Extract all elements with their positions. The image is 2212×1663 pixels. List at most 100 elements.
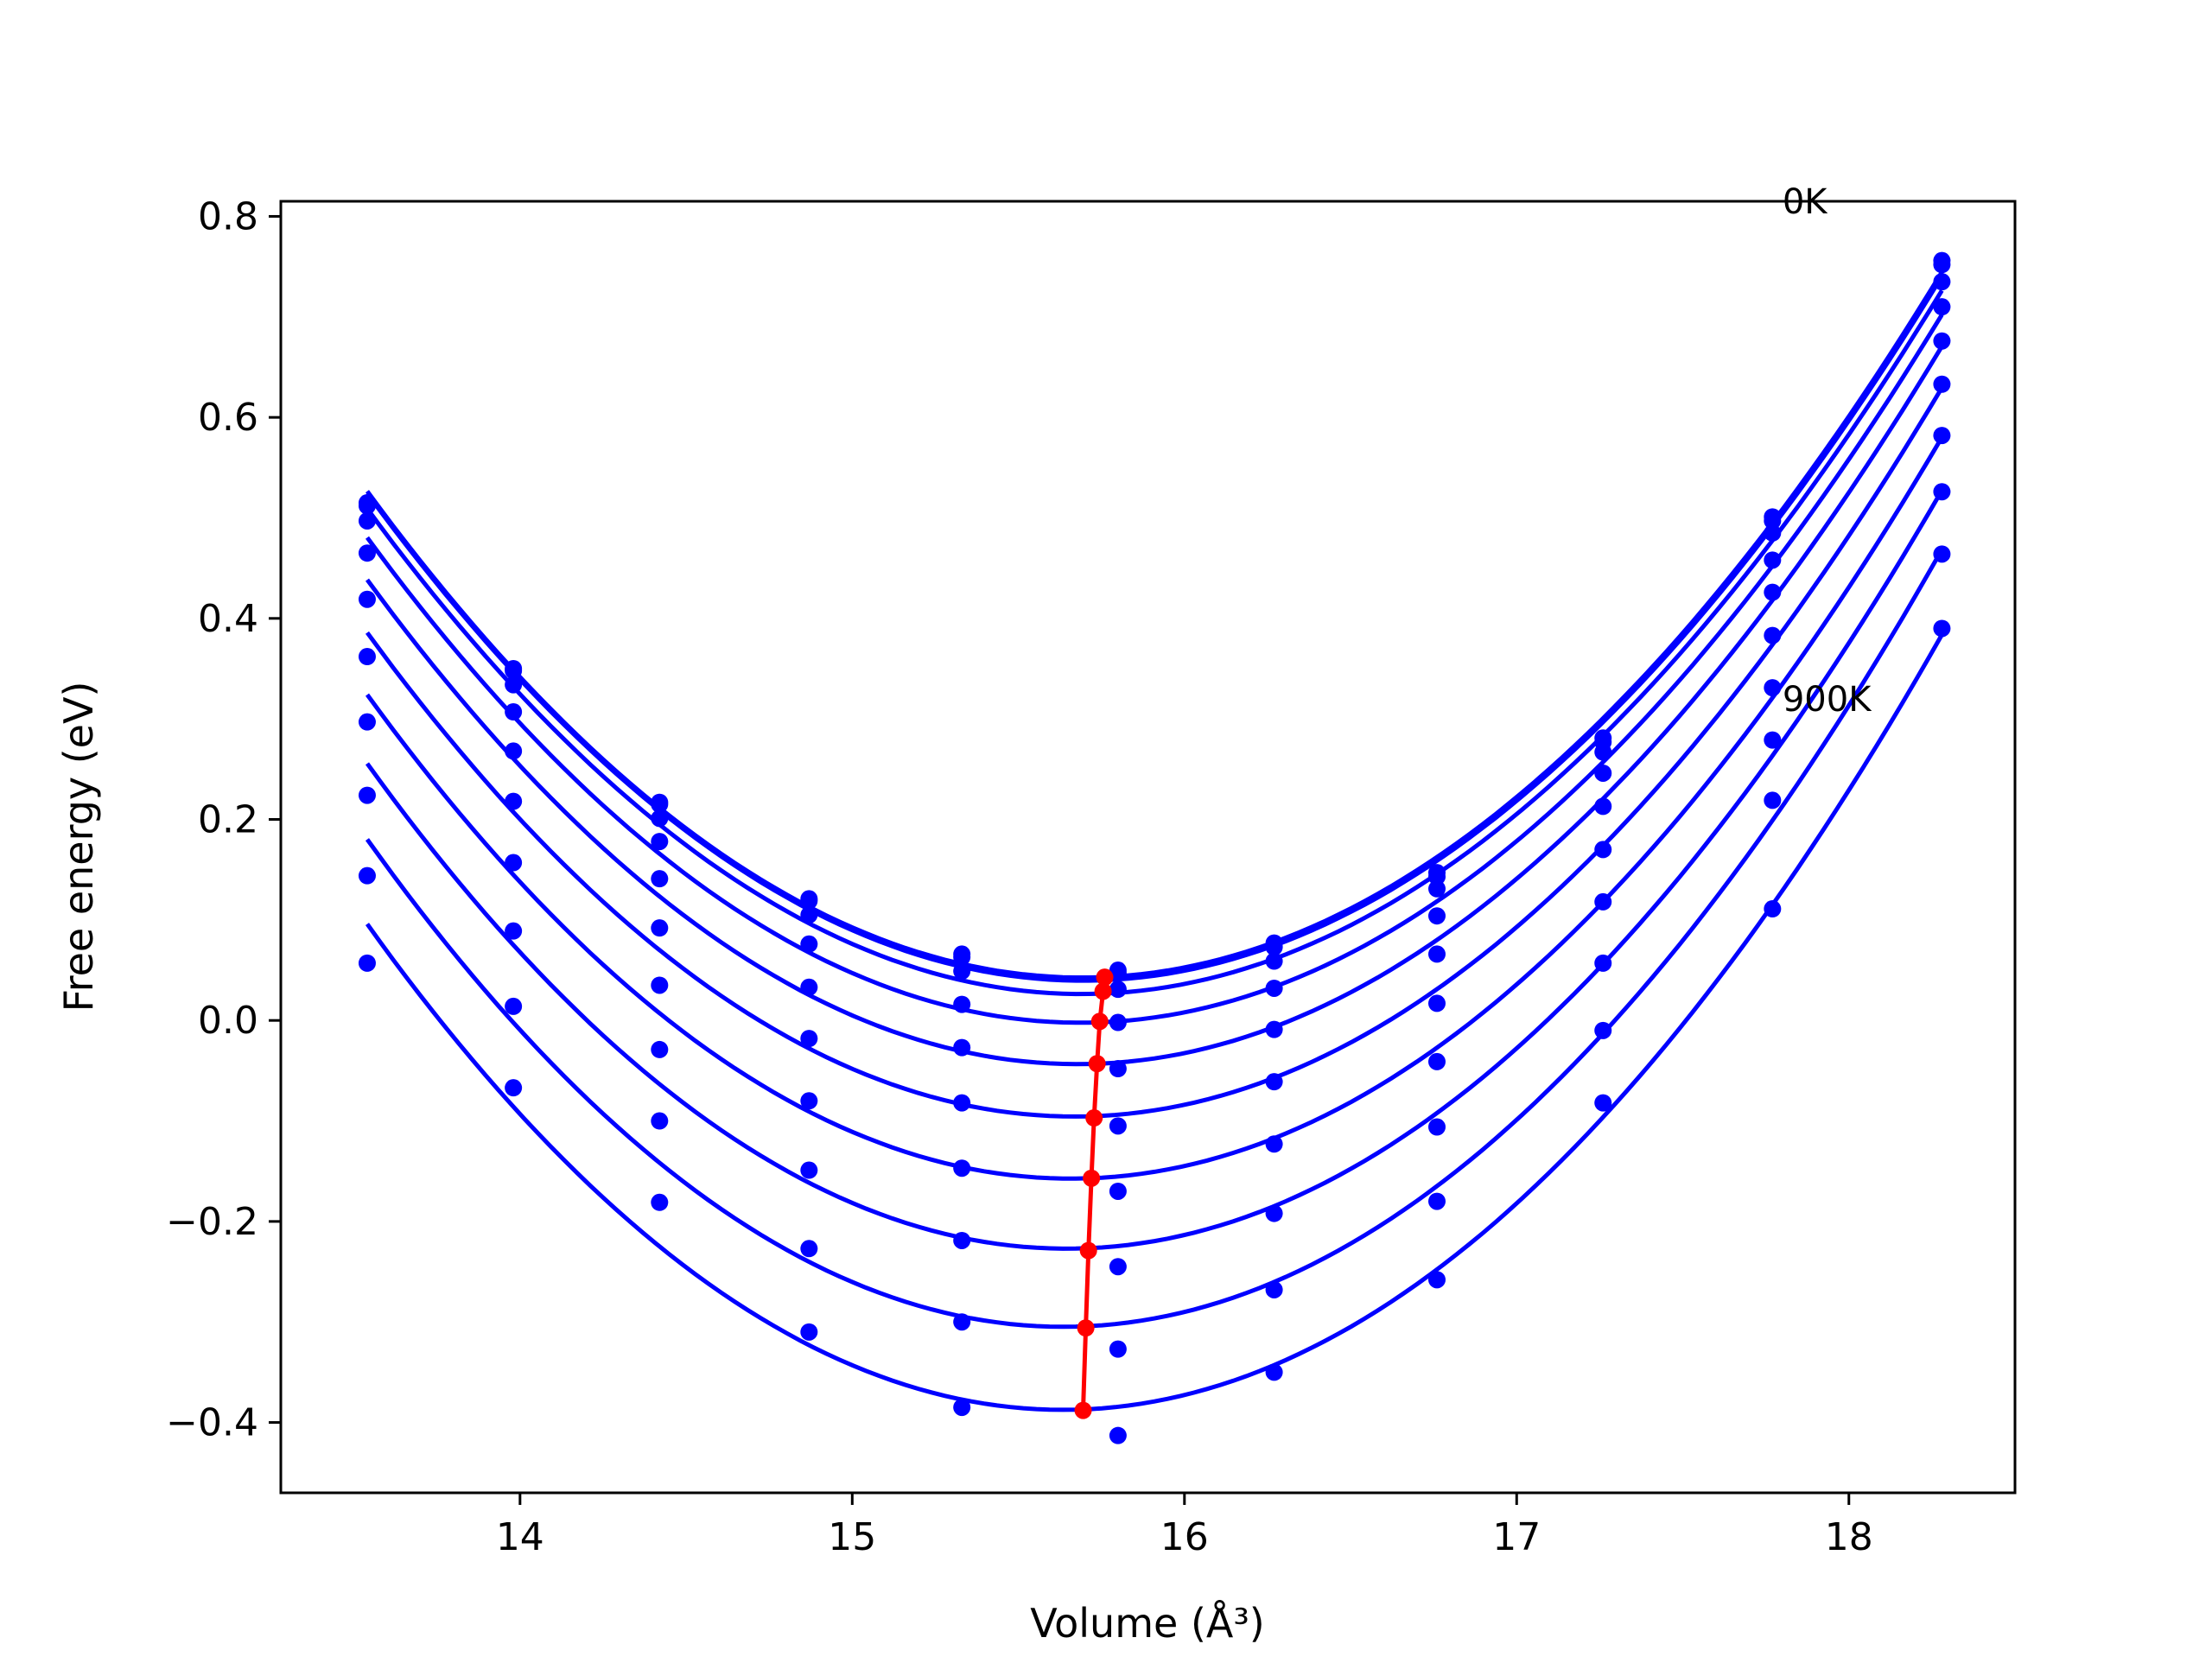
data-point: [1428, 907, 1446, 925]
fit-curve: [365, 549, 1944, 1330]
data-point: [1109, 1258, 1127, 1276]
equilibrium-line: [1074, 968, 1114, 1419]
data-point: [651, 870, 669, 888]
data-point: [1594, 797, 1612, 816]
data-point: [1933, 619, 1951, 638]
data-point: [505, 792, 523, 810]
data-point: [1428, 945, 1446, 963]
fit-curve: [365, 489, 1944, 1251]
x-tick-label: 16: [1160, 1515, 1209, 1559]
data-point: [1265, 1135, 1283, 1153]
data-point: [1109, 1117, 1127, 1135]
data-point: [1109, 1060, 1127, 1078]
y-tick-label: 0.4: [198, 597, 258, 641]
data-point: [1428, 994, 1446, 1012]
y-tick-label: 0.8: [198, 194, 258, 238]
data-point: [505, 854, 523, 872]
data-point: [651, 1040, 669, 1058]
data-point: [651, 919, 669, 937]
data-point: [1109, 1182, 1127, 1200]
data-point: [1265, 952, 1283, 970]
data-point: [953, 1399, 971, 1417]
data-point: [358, 497, 376, 515]
data-point: [1109, 1013, 1127, 1031]
data-point: [505, 703, 523, 721]
data-point: [1265, 938, 1283, 956]
data-point: [1764, 791, 1782, 809]
x-tick-label: 15: [828, 1515, 876, 1559]
data-point: [1933, 483, 1951, 501]
data-point: [1764, 679, 1782, 697]
y-tick-label: 0.0: [198, 999, 258, 1043]
data-point: [358, 590, 376, 608]
data-points: [358, 251, 1951, 1444]
data-point: [1933, 298, 1951, 316]
equilibrium-point: [1079, 1241, 1097, 1260]
data-point: [1428, 879, 1446, 898]
equilibrium-point: [1094, 982, 1112, 1000]
data-point: [651, 796, 669, 814]
data-point: [1428, 1192, 1446, 1210]
axes-frame: [279, 200, 2017, 1495]
data-point: [358, 511, 376, 530]
data-point: [358, 866, 376, 885]
data-point: [800, 892, 818, 910]
annotations: 0K 900K: [1783, 182, 1872, 720]
data-point: [1265, 1020, 1283, 1038]
data-point: [1109, 981, 1127, 999]
data-point: [1265, 1073, 1283, 1091]
y-tick-label: 0.2: [198, 798, 258, 842]
data-point: [953, 995, 971, 1013]
data-point: [1594, 892, 1612, 911]
fit-curve: [365, 289, 1944, 997]
data-point: [953, 962, 971, 981]
data-point: [1933, 545, 1951, 563]
data-point: [505, 922, 523, 940]
data-point: [800, 978, 818, 996]
data-point: [1933, 427, 1951, 445]
data-point: [651, 833, 669, 851]
data-point: [1109, 1426, 1127, 1444]
data-point: [800, 1030, 818, 1048]
data-point: [358, 786, 376, 804]
data-point: [505, 997, 523, 1015]
data-point: [953, 1159, 971, 1177]
data-point: [953, 1038, 971, 1057]
y-axis-label: Free energy (eV): [55, 682, 102, 1012]
data-point: [651, 1112, 669, 1130]
data-point: [505, 1079, 523, 1097]
equilibrium-point: [1085, 1109, 1103, 1127]
data-point: [505, 662, 523, 680]
x-tick-label: 18: [1825, 1515, 1873, 1559]
temperature-annotation: 900K: [1783, 680, 1872, 720]
data-point: [953, 948, 971, 966]
fit-curve: [365, 436, 1944, 1181]
data-point: [505, 676, 523, 694]
equilibrium-point: [1074, 1401, 1092, 1419]
data-point: [505, 742, 523, 760]
data-point: [953, 1313, 971, 1331]
fit-curve: [365, 275, 1944, 983]
data-point: [800, 906, 818, 924]
data-point: [1428, 1271, 1446, 1289]
fit-curve: [365, 386, 1944, 1119]
data-point: [1594, 954, 1612, 972]
data-point: [1109, 1340, 1127, 1358]
x-axis-ticks: 14 15 16 17 18: [496, 1493, 1873, 1559]
data-point: [1764, 900, 1782, 918]
data-point: [651, 976, 669, 994]
x-tick-label: 14: [496, 1515, 544, 1559]
data-point: [651, 1193, 669, 1211]
data-point: [800, 1240, 818, 1258]
data-point: [1428, 1118, 1446, 1136]
data-point: [1265, 1280, 1283, 1298]
data-point: [1265, 1363, 1283, 1381]
fit-curve: [365, 313, 1944, 1025]
fit-curve: [365, 633, 1944, 1412]
fit-curves: [365, 270, 1944, 1412]
data-point: [1594, 764, 1612, 782]
data-point: [1764, 524, 1782, 542]
